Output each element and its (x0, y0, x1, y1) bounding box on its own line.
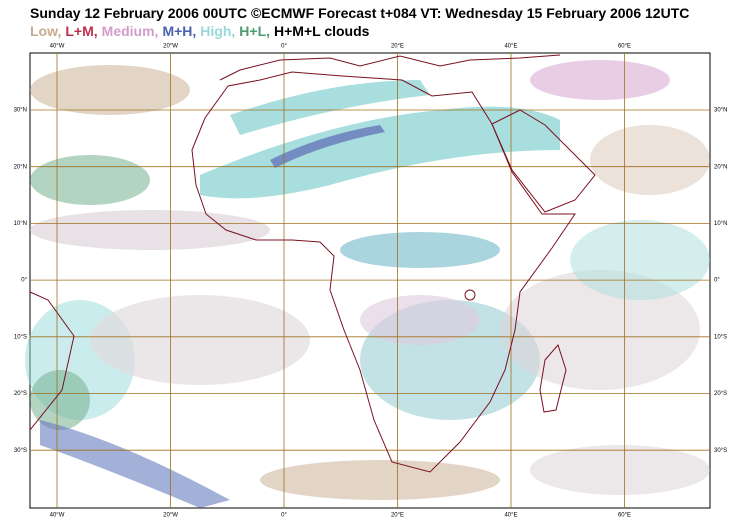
cloud-fields (25, 60, 710, 508)
lat-label-right: 20°S (714, 391, 727, 397)
graticule (30, 53, 710, 508)
legend-item: Low, (30, 23, 62, 39)
lon-label-bottom: 40°E (504, 513, 517, 519)
legend-item: High, (200, 23, 236, 39)
lat-label-right: 10°N (714, 221, 727, 227)
legend-item: H+M+L clouds (274, 23, 370, 39)
lat-label-left: 10°N (14, 221, 27, 227)
lon-label-top: 20°E (391, 44, 404, 50)
lon-label-bottom: 20°E (391, 513, 404, 519)
lat-label-left: 30°N (14, 108, 27, 114)
header: Sunday 12 February 2006 00UTC ©ECMWF For… (30, 4, 689, 40)
lat-label-left: 20°S (14, 391, 27, 397)
lon-label-bottom: 0° (281, 513, 287, 519)
title: Sunday 12 February 2006 00UTC ©ECMWF For… (30, 5, 690, 21)
lon-label-bottom: 60°E (618, 513, 631, 519)
lat-label-right: 30°N (714, 108, 727, 114)
lon-label-top: 20°W (163, 44, 178, 50)
lon-label-top: 40°W (50, 44, 65, 50)
lat-label-left: 30°S (14, 448, 27, 454)
lat-label-left: 10°S (14, 334, 27, 340)
lat-label-right: 10°S (714, 334, 727, 340)
lon-label-top: 40°E (504, 44, 517, 50)
lon-label-bottom: 40°W (50, 513, 65, 519)
lon-label-top: 0° (281, 44, 287, 50)
legend-item: H+L, (239, 23, 271, 39)
coastlines (29, 54, 596, 473)
lon-label-bottom: 20°W (163, 513, 178, 519)
lat-label-left: 0° (21, 278, 27, 284)
lat-label-left: 20°N (14, 164, 27, 170)
lat-label-right: 20°N (714, 164, 727, 170)
legend: Low, L+M, Medium, M+H, High, H+L, H+M+L clouds (30, 22, 689, 40)
legend-item: M+H, (162, 23, 197, 39)
legend-item: L+M, (65, 23, 98, 39)
lat-label-right: 30°S (714, 448, 727, 454)
coordinate-labels: 40°W 40°W 20°W 20°W 0° 0° 20°E 20°E 40°E 40°E 60°E… (14, 44, 728, 519)
lon-label-top: 60°E (618, 44, 631, 50)
legend-item: Medium, (101, 23, 159, 39)
lat-label-right: 0° (714, 278, 720, 284)
